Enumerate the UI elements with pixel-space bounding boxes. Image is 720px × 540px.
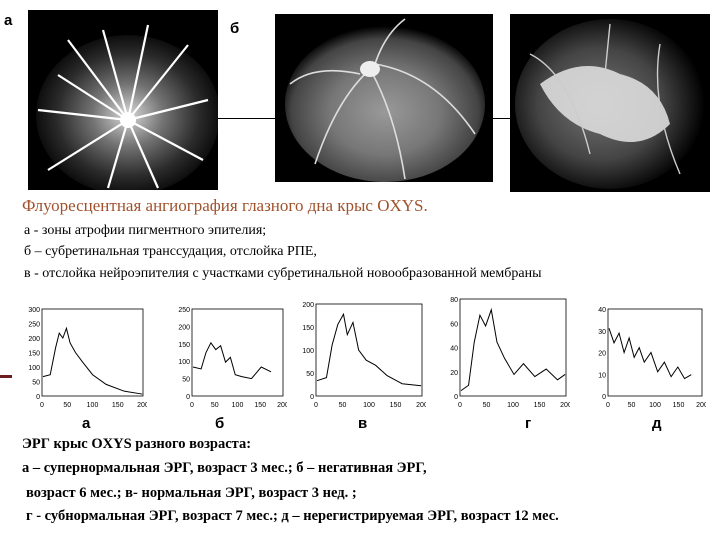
erg-trace bbox=[43, 328, 142, 394]
erg-trace bbox=[317, 314, 421, 386]
x-tick-label: 200 bbox=[696, 402, 706, 409]
y-tick-label: 40 bbox=[598, 307, 606, 314]
y-tick-label: 0 bbox=[310, 394, 314, 401]
erg-caption-line-3: возраст 6 мес.; в- нормальная ЭРГ, возра… bbox=[26, 485, 357, 501]
panel-label-a: а bbox=[4, 12, 13, 29]
fundus-image-v bbox=[510, 14, 710, 192]
caption-line-a: а - зоны атрофии пигментного эпителия; bbox=[24, 223, 267, 238]
y-tick-label: 20 bbox=[598, 351, 606, 358]
x-tick-label: 100 bbox=[87, 402, 99, 409]
y-tick-label: 150 bbox=[28, 351, 40, 358]
erg-graph-label-4: г bbox=[525, 415, 532, 432]
connector-line-left bbox=[218, 118, 275, 119]
erg-caption-line-4: г - субнормальная ЭРГ, возраст 7 мес.; д… bbox=[26, 508, 559, 524]
y-tick-label: 0 bbox=[186, 394, 190, 401]
fundus-image-b bbox=[275, 14, 493, 182]
panel-label-v: в bbox=[472, 24, 482, 41]
x-tick-label: 100 bbox=[649, 402, 661, 409]
y-tick-label: 20 bbox=[450, 370, 458, 377]
y-tick-label: 50 bbox=[306, 371, 314, 378]
y-tick-label: 0 bbox=[36, 394, 40, 401]
x-tick-label: 100 bbox=[232, 402, 244, 409]
x-tick-label: 150 bbox=[534, 402, 546, 409]
caption-line-b: б – субретинальная транссудация, отслойк… bbox=[24, 244, 317, 259]
y-tick-label: 0 bbox=[602, 394, 606, 401]
y-tick-label: 100 bbox=[302, 348, 314, 355]
fundus-image-a bbox=[28, 10, 218, 190]
x-tick-label: 150 bbox=[390, 402, 402, 409]
x-tick-label: 100 bbox=[507, 402, 519, 409]
x-tick-label: 150 bbox=[254, 402, 266, 409]
x-tick-label: 200 bbox=[137, 402, 147, 409]
x-tick-label: 100 bbox=[363, 402, 375, 409]
caption-line-v: в - отслойка нейроэпителия с участками с… bbox=[24, 266, 542, 281]
x-tick-label: 50 bbox=[339, 402, 347, 409]
graph-frame bbox=[191, 308, 284, 397]
erg-trace bbox=[461, 310, 565, 391]
x-tick-label: 0 bbox=[606, 402, 610, 409]
x-tick-label: 150 bbox=[673, 402, 685, 409]
erg-graph-4: 80 60 40 20 0 0 50 100 150 200 bbox=[440, 295, 570, 410]
x-tick-label: 200 bbox=[277, 402, 287, 409]
x-tick-label: 0 bbox=[190, 402, 194, 409]
y-tick-label: 60 bbox=[450, 321, 458, 328]
erg-graph-label-5: д bbox=[652, 415, 662, 432]
x-tick-label: 50 bbox=[63, 402, 71, 409]
x-tick-label: 0 bbox=[40, 402, 44, 409]
erg-caption-line-1: ЭРГ крыс OXYS разного возраста: bbox=[22, 436, 252, 452]
y-tick-label: 30 bbox=[598, 329, 606, 336]
x-tick-label: 50 bbox=[483, 402, 491, 409]
graph-frame bbox=[315, 303, 423, 397]
y-tick-label: 200 bbox=[302, 302, 314, 309]
y-tick-label: 200 bbox=[178, 324, 190, 331]
graph-frame bbox=[41, 308, 144, 397]
erg-trace bbox=[609, 328, 691, 378]
x-tick-label: 50 bbox=[628, 402, 636, 409]
graph-frame bbox=[459, 298, 567, 397]
y-tick-label: 300 bbox=[28, 307, 40, 314]
y-tick-label: 250 bbox=[28, 322, 40, 329]
x-tick-label: 200 bbox=[560, 402, 570, 409]
y-tick-label: 0 bbox=[454, 394, 458, 401]
x-tick-label: 50 bbox=[211, 402, 219, 409]
y-tick-label: 200 bbox=[28, 336, 40, 343]
graph-frame bbox=[607, 308, 703, 397]
y-tick-label: 50 bbox=[32, 380, 40, 387]
erg-caption-line-2: а – супернормальная ЭРГ, возраст 3 мес.;… bbox=[22, 460, 427, 476]
y-tick-label: 100 bbox=[178, 359, 190, 366]
y-tick-label: 150 bbox=[302, 325, 314, 332]
erg-graph-3: 200 150 100 50 0 0 50 100 150 200 bbox=[296, 300, 426, 410]
y-tick-label: 100 bbox=[28, 365, 40, 372]
erg-graph-2: 250 200 150 100 50 0 0 50 100 150 200 bbox=[172, 305, 287, 410]
y-tick-label: 250 bbox=[178, 307, 190, 314]
x-tick-label: 150 bbox=[112, 402, 124, 409]
y-tick-label: 150 bbox=[178, 342, 190, 349]
erg-graph-label-2: б bbox=[215, 415, 225, 432]
panel-label-b: б bbox=[230, 20, 240, 37]
x-tick-label: 0 bbox=[314, 402, 318, 409]
y-tick-label: 80 bbox=[450, 297, 458, 304]
erg-graph-label-3: в bbox=[358, 415, 368, 432]
erg-graph-5: 40 30 20 10 0 0 50 100 150 200 bbox=[588, 305, 706, 410]
erg-trace bbox=[193, 343, 271, 379]
angiography-caption-title: Флуоресцентная ангиография глазного дна … bbox=[22, 196, 428, 215]
y-tick-label: 50 bbox=[182, 377, 190, 384]
y-tick-label: 10 bbox=[598, 372, 606, 379]
connector-line-right bbox=[493, 118, 510, 119]
erg-graph-label-1: а bbox=[82, 415, 91, 432]
x-tick-label: 200 bbox=[416, 402, 426, 409]
accent-bar-top bbox=[0, 375, 12, 378]
erg-graph-1: 300 250 200 150 100 50 0 0 50 100 150 200 bbox=[22, 305, 147, 410]
y-tick-label: 40 bbox=[450, 346, 458, 353]
x-tick-label: 0 bbox=[458, 402, 462, 409]
